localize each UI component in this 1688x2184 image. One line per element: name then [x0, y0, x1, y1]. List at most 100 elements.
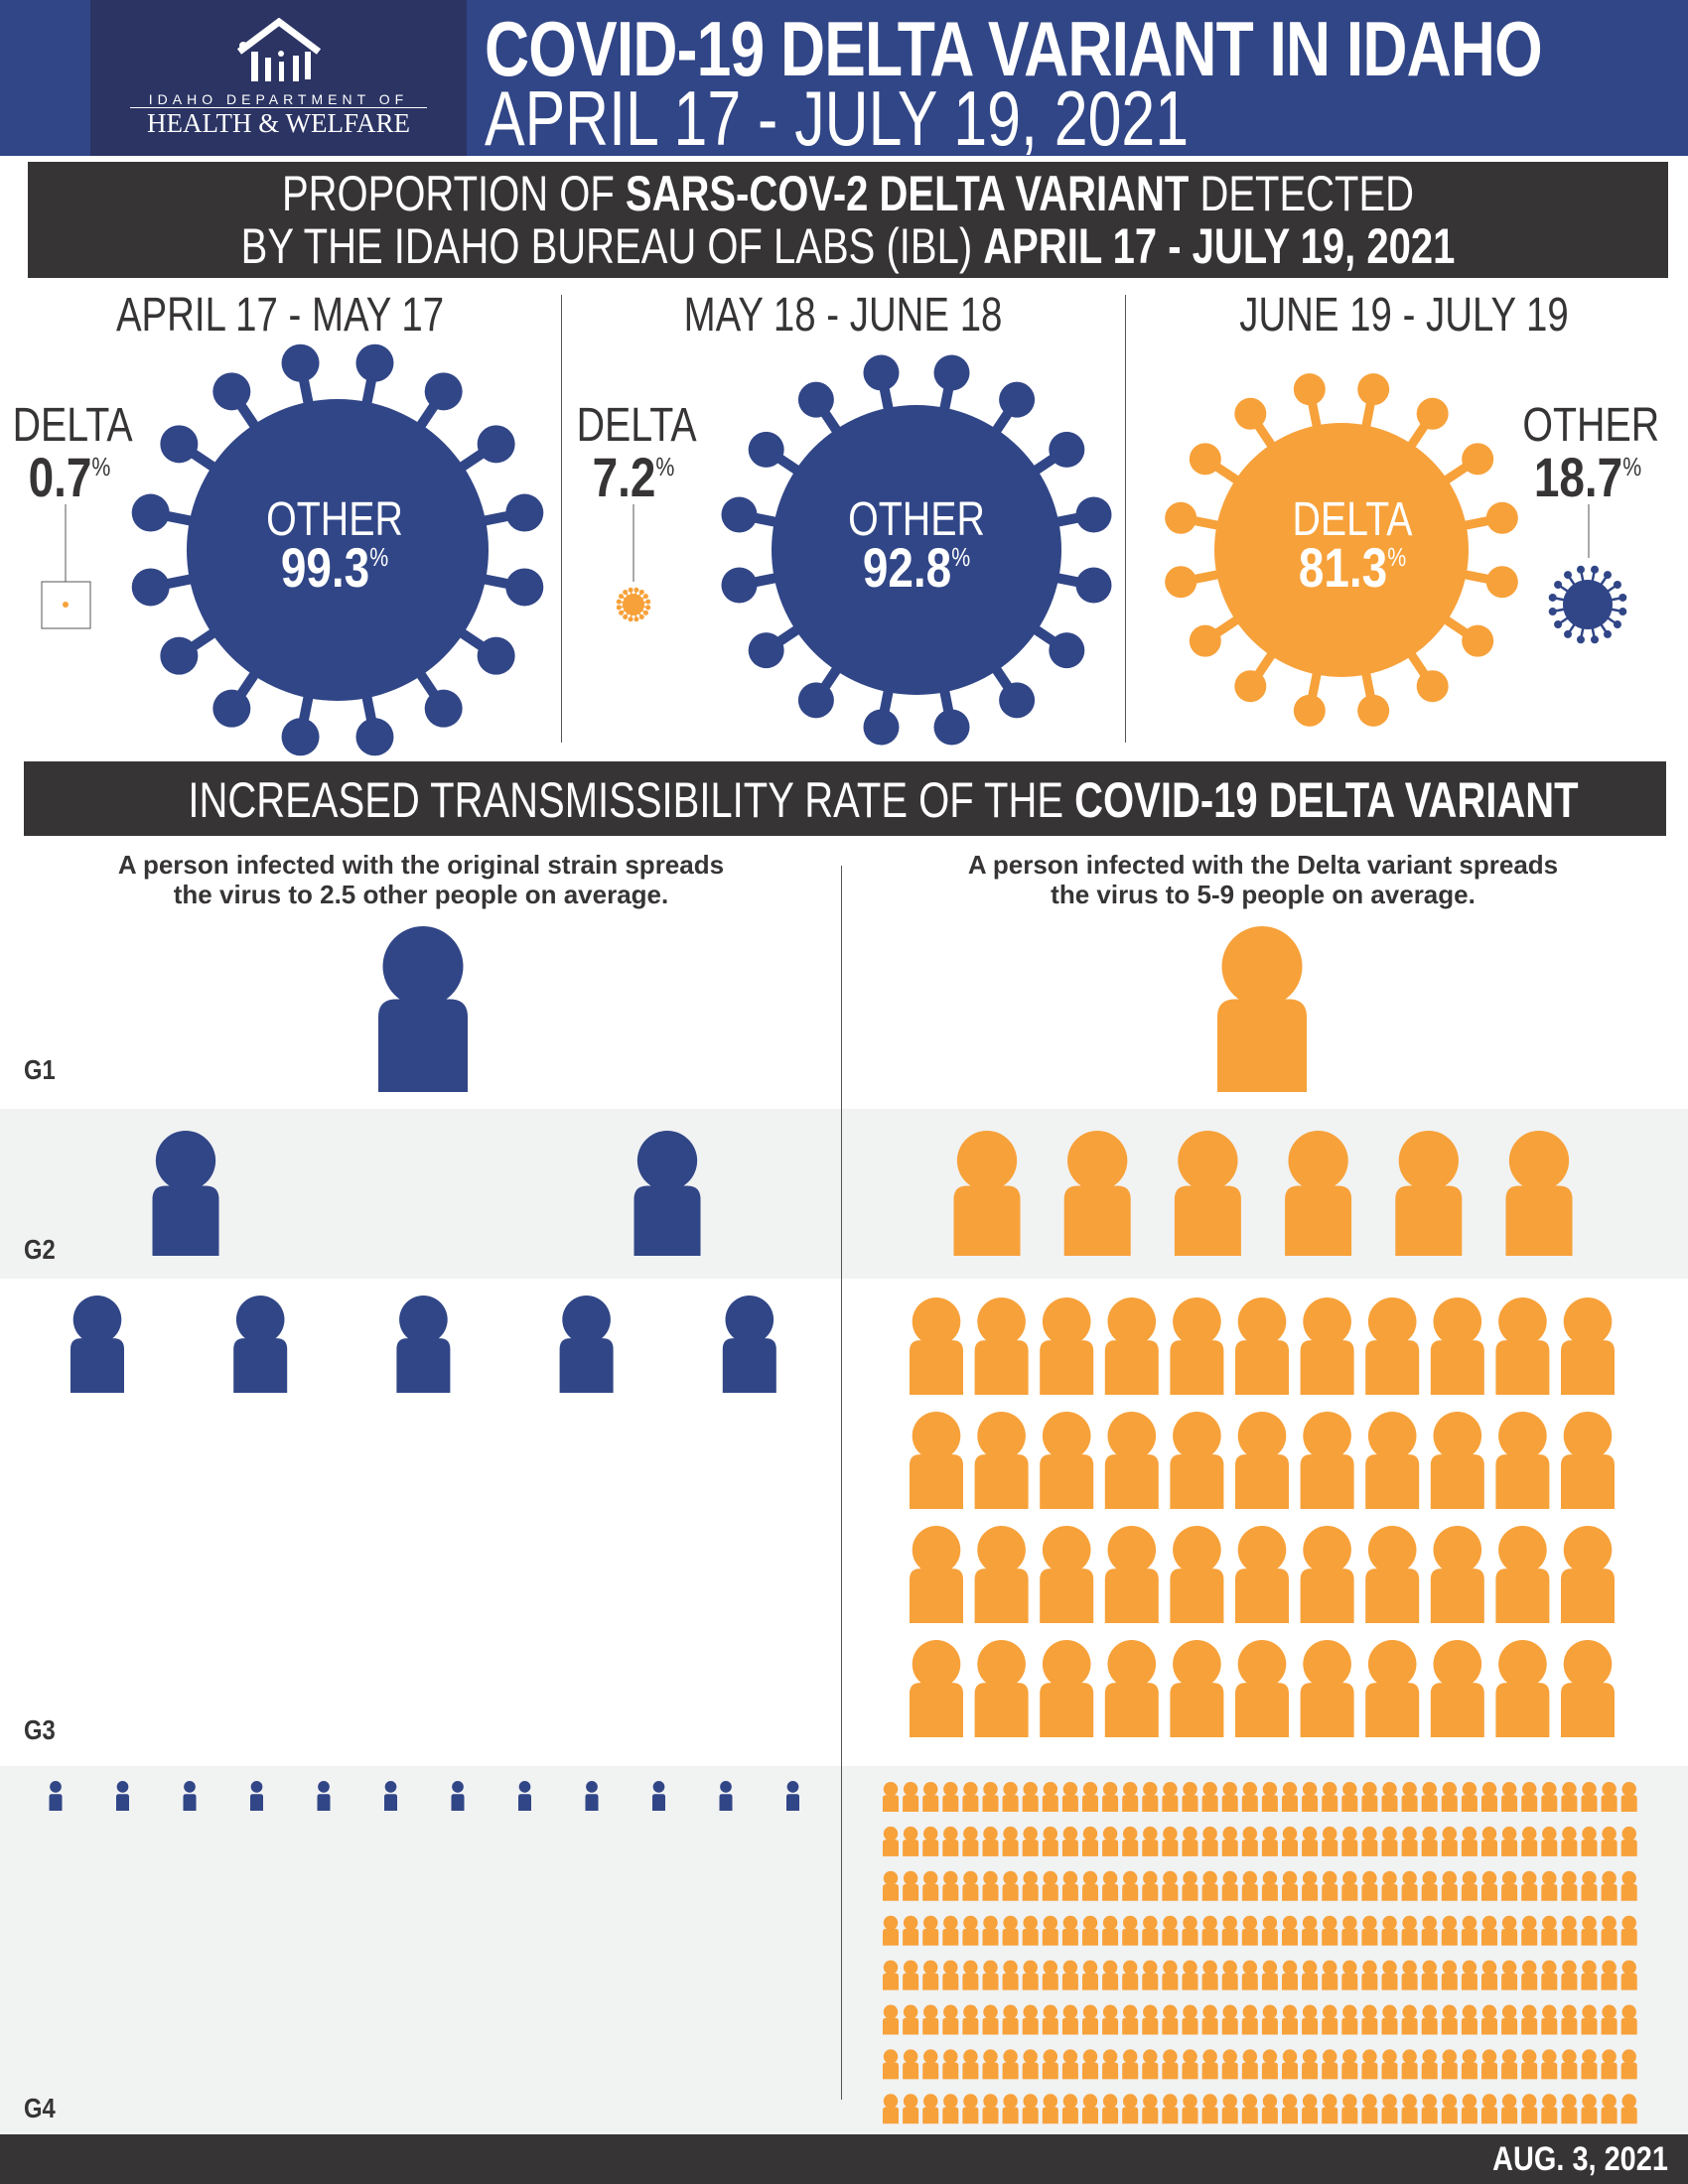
person-icon	[1102, 2004, 1119, 2035]
person-icon	[1501, 2004, 1518, 2035]
person-icon	[1002, 2004, 1019, 2035]
person-icon	[1401, 2094, 1418, 2124]
person-icon	[1102, 1782, 1119, 1812]
person-icon	[982, 2049, 999, 2080]
person-icon	[1381, 1826, 1398, 1856]
person-icon	[1381, 2049, 1398, 2080]
person-icon	[1501, 2094, 1518, 2124]
person-icon	[1302, 1960, 1319, 1990]
person-icon	[1601, 1782, 1618, 1812]
person-icon	[1142, 1870, 1159, 1901]
person-icon	[883, 1960, 899, 1990]
person-icon	[633, 1131, 701, 1256]
person-icon	[1162, 1870, 1179, 1901]
person-icon	[1201, 1870, 1218, 1901]
person-icon	[1042, 2004, 1058, 2035]
person-icon	[1495, 1640, 1550, 1737]
person-icon	[1581, 1960, 1598, 1990]
person-icon	[1061, 2004, 1078, 2035]
person-icon	[451, 1781, 465, 1811]
person-icon	[883, 1915, 899, 1946]
person-icon	[1581, 1870, 1598, 1901]
person-icon	[1481, 2094, 1497, 2124]
person-icon	[910, 1640, 963, 1737]
other-virus-icon	[1548, 565, 1627, 644]
person-icon	[1042, 1782, 1058, 1812]
person-icon	[883, 2049, 899, 2080]
person-icon	[942, 1870, 959, 1901]
person-icon	[1261, 2004, 1278, 2035]
person-icon	[942, 1826, 959, 1856]
person-icon	[1170, 1640, 1224, 1737]
person-icon	[1300, 1640, 1354, 1737]
person-icon	[1082, 1915, 1098, 1946]
person-icon	[1501, 1782, 1518, 1812]
person-icon	[1341, 1826, 1358, 1856]
person-icon	[1441, 1826, 1458, 1856]
person-icon	[1221, 1960, 1238, 1990]
person-icon	[1201, 2004, 1218, 2035]
person-icon	[183, 1781, 197, 1811]
person-icon	[1620, 1782, 1637, 1812]
person-icon	[1601, 2049, 1618, 2080]
person-icon	[982, 2004, 999, 2035]
person-icon	[962, 2004, 979, 2035]
banner-line1: PROPORTION OF SARS-COV-2 DELTA VARIANT D…	[281, 166, 1415, 221]
person-icon	[1361, 1915, 1378, 1946]
person-icon	[1042, 2049, 1058, 2080]
person-icon	[233, 1296, 288, 1393]
person-icon	[1401, 1826, 1418, 1856]
person-icon	[1022, 1915, 1039, 1946]
person-icon	[1061, 1915, 1078, 1946]
person-icon	[1401, 1782, 1418, 1812]
person-icon	[1162, 1826, 1179, 1856]
person-icon	[1261, 1826, 1278, 1856]
person-icon	[1461, 1826, 1477, 1856]
person-icon	[1441, 2004, 1458, 2035]
generation-label: G3	[24, 1714, 56, 1745]
person-icon	[1521, 1782, 1538, 1812]
page-subtitle: APRIL 17 - JULY 19, 2021	[485, 74, 1190, 162]
person-icon	[1521, 2004, 1538, 2035]
person-icon	[1182, 1826, 1198, 1856]
person-icon	[1042, 1826, 1058, 1856]
person-icon	[1170, 1526, 1224, 1623]
person-icon	[1361, 1870, 1378, 1901]
person-icon	[1261, 1870, 1278, 1901]
person-icon	[903, 2004, 919, 2035]
person-icon	[1122, 1826, 1139, 1856]
person-icon	[1300, 1412, 1354, 1509]
person-icon	[1201, 1782, 1218, 1812]
person-icon	[1082, 1870, 1098, 1901]
delta-virus-icon	[63, 602, 69, 608]
person-icon	[1421, 1782, 1438, 1812]
person-icon	[903, 1915, 919, 1946]
person-icon	[1002, 2049, 1019, 2080]
person-icon	[1501, 2049, 1518, 2080]
person-icon	[1401, 1960, 1418, 1990]
generation-label: G4	[24, 2093, 56, 2123]
person-icon	[1441, 2049, 1458, 2080]
person-icon	[1282, 2049, 1298, 2080]
person-icon	[1481, 2004, 1497, 2035]
person-icon	[922, 1915, 939, 1946]
person-icon	[1401, 1870, 1418, 1901]
person-icon	[1501, 1915, 1518, 1946]
person-icon	[1561, 1640, 1615, 1737]
person-icon	[883, 1870, 899, 1901]
person-icon	[962, 1915, 979, 1946]
delta-variant-note: A person infected with the Delta variant…	[967, 850, 1559, 909]
person-icon	[1182, 1782, 1198, 1812]
person-icon	[910, 1526, 963, 1623]
person-icon	[1282, 1782, 1298, 1812]
person-icon	[1142, 2049, 1159, 2080]
person-icon	[1501, 1826, 1518, 1856]
person-icon	[1241, 1915, 1258, 1946]
person-icon	[1282, 2004, 1298, 2035]
person-icon	[1421, 2049, 1438, 2080]
person-icon	[1341, 2049, 1358, 2080]
person-icon	[1361, 2004, 1378, 2035]
person-icon	[1102, 1915, 1119, 1946]
person-icon	[1495, 1526, 1550, 1623]
person-icon	[1421, 1915, 1438, 1946]
